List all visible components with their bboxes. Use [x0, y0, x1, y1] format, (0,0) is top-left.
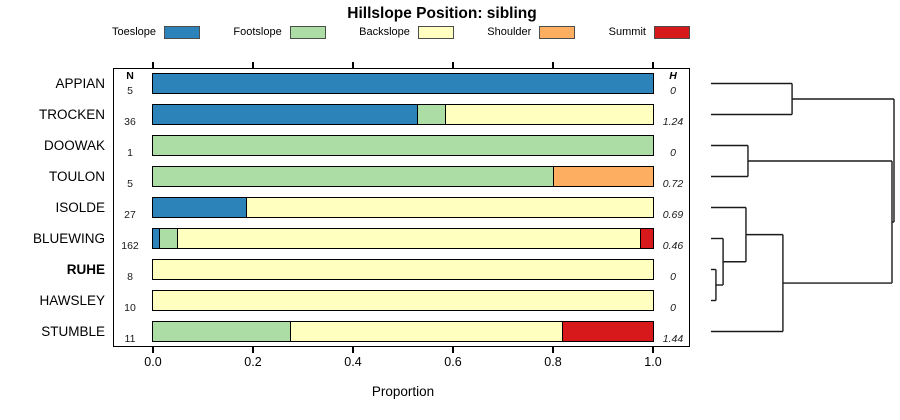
- bar-segment-footslope: [417, 105, 445, 124]
- x-axis-tick: [552, 347, 554, 353]
- x-axis-tick-label: 0.4: [344, 355, 362, 369]
- bar-segment-toeslope: [153, 229, 159, 248]
- bar-segment-footslope: [153, 167, 553, 186]
- row-label-appian: APPIAN: [55, 76, 105, 91]
- x-axis-tick-top: [652, 62, 654, 68]
- legend-swatch-toeslope: [164, 25, 201, 39]
- h-value: 0.46: [662, 239, 684, 252]
- legend-item-footslope: Footslope: [233, 25, 326, 39]
- bar-segment-summit: [562, 322, 653, 341]
- x-axis-title: Proportion: [371, 384, 435, 399]
- bar-segment-footslope: [159, 229, 178, 248]
- legend-label: Backslope: [359, 25, 410, 38]
- bar-segment-backslope: [153, 260, 653, 279]
- h-value: 0: [670, 84, 676, 97]
- stacked-bar: [152, 321, 654, 342]
- n-value: 11: [124, 332, 136, 345]
- row-label-trocken: TROCKEN: [38, 107, 105, 122]
- stacked-bar: [152, 73, 654, 94]
- h-value: 0.69: [662, 208, 684, 221]
- legend-swatch-footslope: [289, 25, 326, 39]
- stacked-bar: [152, 197, 654, 218]
- legend-swatch-summit: [653, 25, 690, 39]
- h-value: 1.24: [662, 115, 684, 128]
- legend-label: Summit: [608, 25, 646, 38]
- n-value: 10: [124, 301, 136, 314]
- x-axis-tick: [452, 347, 454, 353]
- x-axis-tick: [252, 347, 254, 353]
- bar-segment-toeslope: [153, 74, 653, 93]
- row-label-stumble: STUMBLE: [41, 324, 105, 339]
- h-value: 0: [670, 301, 676, 314]
- h-value: 1.44: [662, 332, 684, 345]
- bar-segment-shoulder: [553, 167, 653, 186]
- bar-segment-toeslope: [153, 198, 246, 217]
- plot-frame: [113, 68, 690, 347]
- x-axis-tick: [152, 347, 154, 353]
- stacked-bar: [152, 135, 654, 156]
- n-value: 1: [127, 146, 133, 159]
- x-axis-tick-top: [452, 62, 454, 68]
- bar-segment-footslope: [153, 322, 290, 341]
- row-label-toulon: TOULON: [48, 169, 105, 184]
- legend-swatch-backslope: [417, 25, 454, 39]
- x-axis-tick: [352, 347, 354, 353]
- x-axis-tick-top: [552, 62, 554, 68]
- stacked-bar: [152, 228, 654, 249]
- bar-segment-backslope: [289, 322, 562, 341]
- n-value: 27: [124, 208, 136, 221]
- x-axis-tick-label: 0.6: [444, 355, 462, 369]
- x-axis-tick-label: 0.0: [144, 355, 162, 369]
- bar-segment-footslope: [153, 136, 653, 155]
- legend-swatch-shoulder: [539, 25, 576, 39]
- row-label-isolde: ISOLDE: [55, 200, 105, 215]
- x-axis-tick-top: [152, 62, 154, 68]
- h-column-header: H: [669, 69, 677, 82]
- h-value: 0: [670, 270, 676, 283]
- legend-item-backslope: Backslope: [359, 25, 454, 39]
- bar-segment-summit: [640, 229, 653, 248]
- row-label-bluewing: BLUEWING: [32, 231, 105, 246]
- row-label-hawsley: HAWSLEY: [39, 293, 105, 308]
- stacked-bar: [152, 290, 654, 311]
- h-value: 0.72: [662, 177, 684, 190]
- legend-item-toeslope: Toeslope: [112, 25, 201, 39]
- n-value: 5: [127, 84, 133, 97]
- legend-label: Toeslope: [112, 25, 157, 38]
- legend-label: Footslope: [233, 25, 282, 38]
- bar-segment-backslope: [177, 229, 641, 248]
- legend: Toeslope Footslope Backslope Shoulder Summit: [112, 23, 690, 41]
- bar-segment-backslope: [153, 291, 653, 310]
- bar-segment-backslope: [445, 105, 653, 124]
- n-value: 162: [121, 239, 139, 252]
- bar-segment-toeslope: [153, 105, 417, 124]
- x-axis-tick-label: 0.8: [544, 355, 562, 369]
- n-column-header: N: [126, 69, 134, 82]
- row-label-doowak: DOOWAK: [43, 138, 105, 153]
- stacked-bar: [152, 166, 654, 187]
- row-label-ruhe: RUHE: [66, 262, 105, 277]
- x-axis-tick-label: 0.2: [244, 355, 262, 369]
- x-axis-tick-top: [352, 62, 354, 68]
- bar-segment-backslope: [245, 198, 653, 217]
- n-value: 5: [127, 177, 133, 190]
- x-axis-tick: [652, 347, 654, 353]
- legend-item-shoulder: Shoulder: [487, 25, 576, 39]
- legend-item-summit: Summit: [608, 25, 690, 39]
- x-axis-tick-top: [252, 62, 254, 68]
- legend-label: Shoulder: [487, 25, 532, 38]
- chart-title: Hillslope Position: sibling: [347, 5, 537, 22]
- stacked-bar: [152, 259, 654, 280]
- h-value: 0: [670, 146, 676, 159]
- n-value: 36: [124, 115, 136, 128]
- x-axis-tick-label: 1.0: [644, 355, 662, 369]
- n-value: 8: [127, 270, 133, 283]
- stacked-bar: [152, 104, 654, 125]
